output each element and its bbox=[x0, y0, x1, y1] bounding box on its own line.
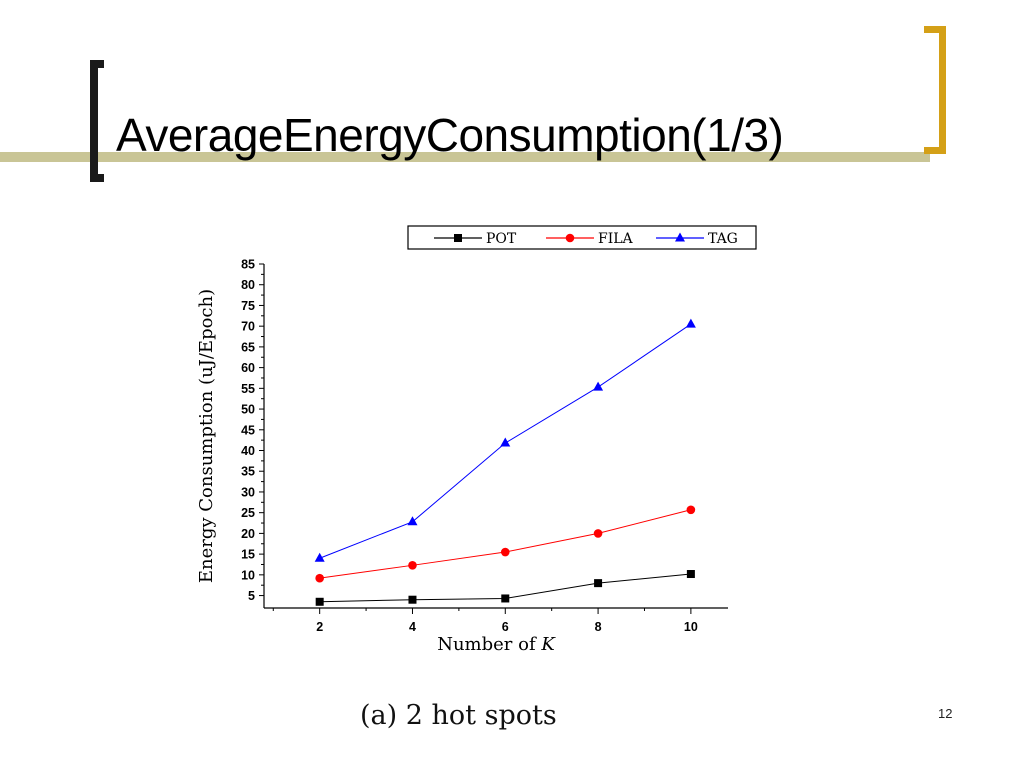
x-axis-label: Number of K bbox=[437, 634, 556, 655]
y-tick-label: 80 bbox=[241, 278, 255, 292]
title-underline-band bbox=[0, 152, 930, 162]
x-tick-label: 6 bbox=[502, 620, 509, 634]
y-tick-label: 50 bbox=[241, 403, 255, 417]
data-point-pot bbox=[501, 594, 510, 603]
right-bracket-decoration bbox=[924, 26, 946, 154]
y-tick-label: 65 bbox=[241, 340, 255, 354]
y-tick-label: 5 bbox=[248, 589, 255, 603]
series-layer bbox=[314, 318, 696, 606]
legend: POT FILA TAG bbox=[407, 225, 757, 250]
series-line-fila bbox=[319, 509, 692, 579]
x-axis-label-var: K bbox=[540, 634, 556, 655]
y-tick-label: 70 bbox=[241, 320, 255, 334]
y-axis: 5 10 15 20 25 30 35 40 45 50 55 60 65 70 75 80 85 bbox=[241, 258, 265, 608]
legend-label-tag: TAG bbox=[708, 231, 738, 247]
data-point-fila bbox=[408, 561, 417, 570]
data-point-pot bbox=[686, 570, 695, 579]
x-axis: 2 4 6 8 10 bbox=[264, 607, 728, 634]
y-tick-label: 25 bbox=[241, 506, 255, 520]
slide-number: 12 bbox=[938, 706, 953, 721]
x-tick-label: 8 bbox=[595, 620, 602, 634]
legend-marker-pot bbox=[454, 234, 462, 242]
slide-title: AverageEnergyConsumption(1/3) bbox=[116, 109, 784, 161]
data-point-fila bbox=[686, 505, 696, 515]
y-tick-label: 85 bbox=[241, 258, 255, 272]
y-tick-label: 10 bbox=[241, 568, 255, 582]
energy-chart: POT FILA TAG 5 10 15 20 25 30 35 40 45 50 55 60 65 70 75… bbox=[196, 225, 757, 655]
y-tick-label: 55 bbox=[241, 382, 255, 396]
legend-marker-tag bbox=[675, 232, 685, 242]
y-tick-label: 75 bbox=[241, 299, 255, 313]
y-tick-label: 60 bbox=[241, 361, 255, 375]
y-tick-label: 40 bbox=[241, 444, 255, 458]
x-tick-label: 10 bbox=[684, 620, 698, 634]
data-point-fila bbox=[593, 529, 603, 538]
left-bracket-decoration bbox=[90, 60, 104, 182]
y-tick-label: 15 bbox=[241, 548, 255, 562]
y-tick-label: 20 bbox=[241, 527, 255, 541]
data-point-fila bbox=[315, 573, 324, 583]
data-point-tag bbox=[685, 318, 696, 328]
y-tick-label: 30 bbox=[241, 485, 255, 499]
data-point-pot bbox=[408, 595, 417, 604]
data-point-tag bbox=[593, 381, 604, 391]
data-point-tag bbox=[407, 516, 418, 526]
y-tick-label: 35 bbox=[241, 465, 255, 479]
legend-marker-fila bbox=[565, 233, 575, 243]
y-tick-label: 45 bbox=[241, 423, 255, 437]
data-point-pot bbox=[594, 579, 603, 588]
x-tick-label: 2 bbox=[316, 620, 323, 634]
legend-label-pot: POT bbox=[486, 231, 517, 247]
figure-caption: (a) 2 hot spots bbox=[360, 700, 557, 731]
x-axis-label-text: Number of bbox=[437, 634, 541, 655]
data-point-tag bbox=[500, 437, 511, 447]
data-point-tag bbox=[314, 552, 325, 562]
y-axis-label: Energy Consumption (uJ/Epoch) bbox=[196, 289, 217, 583]
data-point-fila bbox=[500, 547, 510, 557]
legend-label-fila: FILA bbox=[598, 231, 634, 247]
data-point-pot bbox=[315, 597, 324, 606]
x-tick-label: 4 bbox=[409, 620, 416, 634]
